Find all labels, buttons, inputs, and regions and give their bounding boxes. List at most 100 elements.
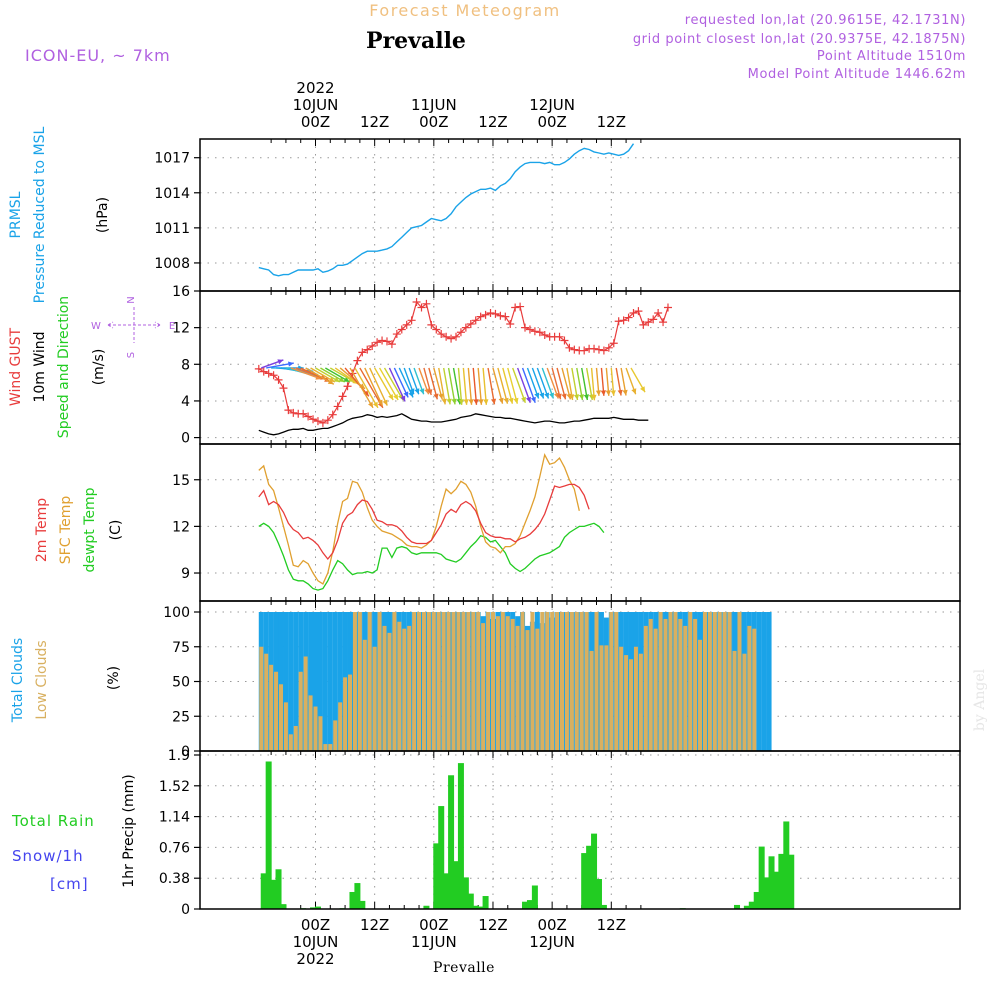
wind-arrow: [585, 367, 593, 401]
low-cloud-bar: [436, 612, 441, 751]
rain-bar: [586, 845, 593, 909]
low-cloud-bar: [545, 612, 550, 751]
total-cloud-bar: [322, 612, 328, 751]
wind-arrow: [428, 367, 438, 400]
y-tick-label: 75: [172, 640, 190, 656]
gust-marker: [284, 406, 293, 415]
low-cloud-bar: [643, 625, 648, 751]
rain-label: Total Rain: [11, 812, 95, 830]
low-cloud-bar: [648, 618, 653, 751]
temp-2m-line: [258, 483, 590, 561]
wind-arrow-head: [600, 390, 607, 396]
gust-marker: [540, 330, 549, 339]
wind-arrow: [290, 367, 322, 380]
wind-arrow: [482, 367, 488, 405]
wind-arrow-head: [468, 399, 474, 405]
rain-bar: [310, 907, 317, 909]
wind-arrow-head: [382, 399, 388, 406]
gust-marker: [461, 323, 470, 332]
rain-bar: [453, 861, 460, 909]
gust-marker: [254, 364, 263, 373]
low-cloud-bar: [678, 618, 683, 751]
temp-unit: (C): [108, 520, 124, 541]
wind-arrow-head: [433, 393, 439, 400]
gust-marker: [397, 325, 406, 334]
low-cloud-bar: [451, 612, 456, 751]
wind-arrow: [378, 367, 399, 401]
wind-arrow-head: [451, 398, 457, 405]
wind-arrow-head: [388, 394, 394, 401]
y-tick-label: 16: [172, 284, 190, 300]
wind-arrow-head: [610, 390, 616, 396]
rain-bar: [448, 775, 455, 909]
footer-label: Prevalle: [433, 960, 495, 976]
gust-marker: [594, 345, 603, 354]
gust-marker: [309, 415, 318, 424]
low-cloud-bar: [742, 653, 747, 751]
wind-arrow-head: [556, 393, 562, 400]
low-cloud-bar: [328, 744, 333, 751]
wind-arrow-head: [573, 394, 580, 400]
low-cloud-bar: [584, 612, 589, 751]
wind-arrow-head: [508, 397, 514, 404]
gust-marker: [432, 325, 441, 334]
wind-arrow: [512, 367, 527, 403]
low-cloud-bar: [653, 628, 658, 751]
wind-arrow: [576, 367, 584, 401]
wind-arrow-head: [372, 401, 378, 408]
wind-arrow: [566, 367, 574, 401]
wind-arrow: [590, 367, 596, 401]
total-cloud-bar: [332, 612, 338, 751]
wind-arrow-head: [483, 399, 489, 405]
y-tick-label: 1017: [154, 151, 190, 167]
bottom-time-label: 12Z: [360, 916, 389, 934]
gust-marker: [644, 318, 653, 327]
gust-marker: [521, 323, 530, 332]
bottom-time-label: 11JUN: [411, 933, 457, 951]
low-cloud-bar: [737, 612, 742, 751]
low-cloud-bar: [688, 612, 693, 751]
wind-arrow: [516, 367, 531, 403]
wind-arrow: [364, 367, 383, 406]
pressure-unit: (hPa): [95, 197, 111, 233]
wind-arrow-head: [408, 391, 414, 398]
rain-bar: [359, 900, 366, 909]
low-cloud-bar: [560, 612, 564, 751]
low-cloud-bar: [303, 656, 308, 751]
wind-arrow: [438, 367, 446, 405]
sfc-temp-line: [258, 453, 580, 585]
gust-marker: [422, 299, 431, 308]
low-cloud-bar: [481, 623, 486, 751]
requested-coords: requested lon,lat (20.9615E, 42.1731N): [685, 13, 966, 28]
total-cloud-bar: [283, 612, 289, 751]
rain-bar: [457, 763, 464, 909]
gust-marker: [659, 318, 668, 327]
wind-arrow: [354, 367, 379, 409]
low-cloud-bar: [490, 612, 495, 751]
page-title: Prevalle: [366, 28, 466, 54]
low-cloud-bar: [495, 616, 500, 751]
total-cloud-bar: [278, 612, 284, 751]
low-cloud-bar: [579, 612, 584, 751]
low-cloud-bar: [431, 612, 436, 751]
low-cloud-bar: [476, 612, 481, 751]
gust-marker: [649, 315, 658, 324]
low-cloud-bar: [446, 612, 451, 751]
low-cloud-bar: [673, 612, 678, 751]
low-cloud-bar: [683, 625, 688, 751]
wind-axis-title: Speed and Direction: [56, 296, 72, 438]
low-cloud-bar: [426, 612, 431, 751]
top-time-label: 12Z: [360, 113, 389, 131]
rain-bar: [581, 853, 588, 909]
gust-line: [258, 300, 669, 424]
y-tick-label: 1011: [154, 221, 190, 237]
point-altitude: Point Altitude 1510m: [817, 49, 966, 64]
wind-arrow-head: [490, 398, 497, 405]
low-cloud-bar: [377, 612, 382, 751]
total-cloud-bar: [761, 612, 767, 751]
rain-bar: [788, 854, 795, 909]
low-cloud-bar: [269, 664, 274, 751]
top-time-label: 10JUN: [293, 96, 339, 114]
low-cloud-bar: [520, 612, 525, 751]
gust-marker: [299, 409, 308, 418]
